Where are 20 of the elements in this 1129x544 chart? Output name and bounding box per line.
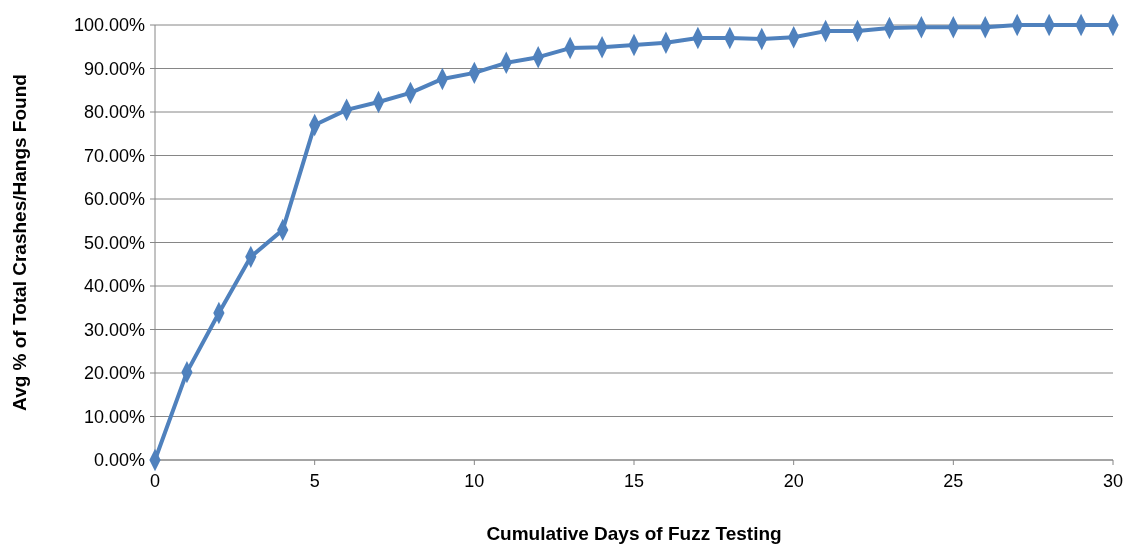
- x-tick-label: 0: [149, 471, 161, 491]
- y-axis-title: Avg % of Total Crashes/Hangs Found: [9, 74, 30, 411]
- y-tick-label: 0.00%: [93, 450, 145, 471]
- y-tick-label: 80.00%: [83, 102, 145, 123]
- x-tick-label: 30: [1102, 471, 1124, 491]
- y-tick-label: 70.00%: [83, 145, 145, 166]
- y-tick-label: 90.00%: [83, 58, 145, 79]
- y-tick-label: 30.00%: [83, 319, 145, 340]
- y-tick-label: 50.00%: [83, 232, 145, 253]
- x-tick-label: 25: [943, 471, 964, 491]
- y-tick-label: 40.00%: [83, 276, 145, 297]
- y-tick-label: 20.00%: [83, 363, 145, 384]
- x-tick-label: 10: [464, 471, 485, 491]
- y-tick-label: 60.00%: [83, 189, 145, 210]
- x-tick-label: 15: [623, 471, 645, 491]
- x-tick-label: 5: [309, 471, 320, 491]
- y-tick-label: 10.00%: [83, 406, 145, 427]
- x-tick-label: 20: [783, 471, 804, 491]
- y-tick-label: 100.00%: [73, 15, 145, 36]
- x-axis-title: Cumulative Days of Fuzz Testing: [486, 523, 782, 544]
